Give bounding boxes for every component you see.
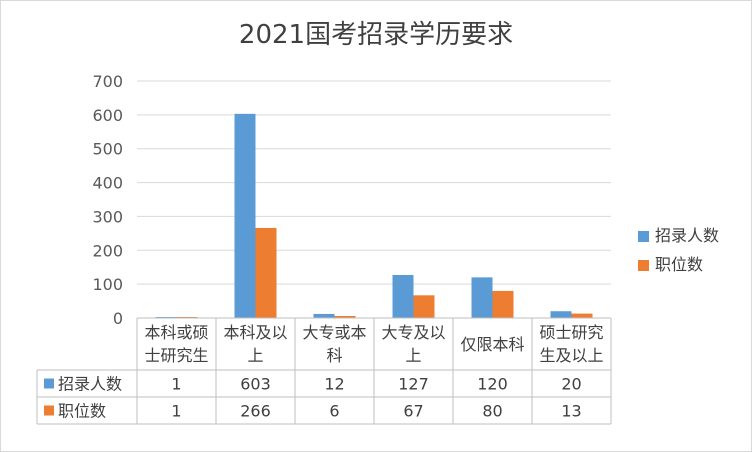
legend-item-positions: 职位数 [638,251,703,275]
data-label-positions: 13 [561,402,581,421]
data-label-recruits: 120 [477,375,508,394]
y-tick-label: 0 [113,309,123,328]
legend-swatch-recruits [638,231,649,242]
legend-label-positions: 职位数 [655,255,704,274]
data-label-recruits: 127 [398,375,429,394]
category-label: 科 [326,346,342,365]
y-tick-label: 200 [92,241,123,260]
data-label-positions: 80 [482,402,502,421]
legend-item-recruits: 招录人数 [638,222,719,246]
y-tick-label: 500 [92,140,123,159]
table-legend-key-recruits [44,378,54,389]
y-tick-label: 300 [92,207,123,226]
data-label-positions: 67 [403,402,423,421]
data-label-positions: 6 [329,402,339,421]
bar-positions [492,290,514,318]
bar-recruits [313,313,335,318]
bar-positions [571,313,593,318]
data-label-positions: 266 [240,402,271,421]
table-series-label-positions: 职位数 [58,402,106,421]
bar-recruits [550,311,572,318]
table-legend-key-positions [44,405,54,416]
data-label-recruits: 603 [240,375,271,394]
bar-positions [413,295,435,318]
table-series-label-recruits: 招录人数 [58,375,122,394]
category-label: 生及以上 [539,346,603,365]
data-label-recruits: 1 [171,375,181,394]
category-label: 本科或硕 [144,323,208,342]
category-label: 大专及以 [381,323,445,342]
data-label-recruits: 20 [561,375,581,394]
bar-positions [334,315,356,318]
y-tick-label: 100 [92,275,123,294]
bar-positions [255,227,277,318]
category-label: 上 [247,346,263,365]
legend-label-recruits: 招录人数 [655,226,720,245]
y-tick-label: 400 [92,174,123,193]
legend-swatch-positions [638,260,649,271]
category-label: 上 [405,346,421,365]
y-tick-label: 700 [92,72,123,91]
bar-recruits [234,113,256,318]
bar-recruits [471,277,493,318]
category-label: 本科及以 [223,323,287,342]
data-label-recruits: 12 [324,375,344,394]
y-tick-label: 600 [92,106,123,125]
category-label: 大专或本 [302,323,366,342]
bar-recruits [392,275,414,318]
category-label: 士研究生 [144,346,208,365]
category-label: 硕士研究 [539,323,603,342]
chart-title: 2021国考招录学历要求 [238,20,514,50]
category-label: 仅限本科 [460,335,524,354]
data-label-positions: 1 [171,402,181,421]
